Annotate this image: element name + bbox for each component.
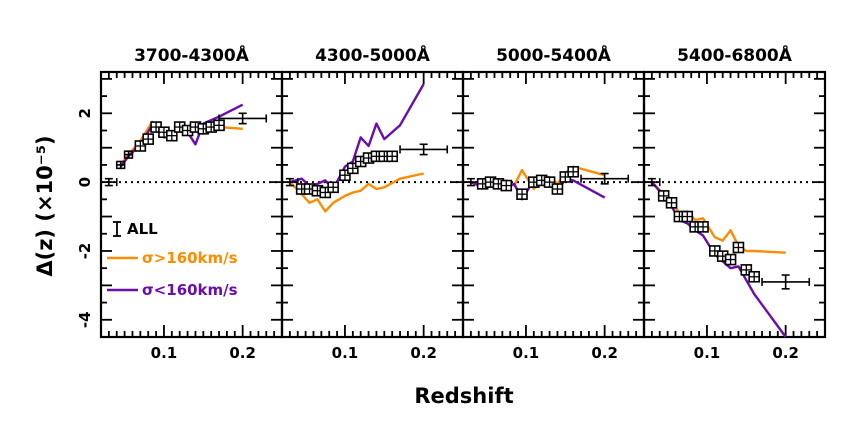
all-point — [339, 169, 351, 182]
panel-4: 5400-6800Å 0.1 0.2 — [642, 43, 827, 362]
all-point — [551, 183, 564, 195]
all-point — [347, 162, 359, 175]
errorbar-point — [580, 172, 630, 185]
errorbar-point — [761, 274, 811, 290]
errorbar-point — [123, 150, 134, 159]
y-axis-label: Δ(z) (×10⁻⁵) — [33, 135, 57, 276]
panel-title: 4300-5000Å — [315, 43, 431, 66]
legend-label: σ<160km/s — [142, 281, 238, 299]
all-point — [516, 188, 528, 200]
all-point — [665, 196, 678, 209]
legend-entry-low-sigma: σ<160km/s — [107, 281, 238, 299]
all-point — [166, 129, 178, 142]
all-point — [697, 221, 709, 233]
all-point — [386, 150, 398, 163]
x-tick-label: 0.1 — [694, 344, 721, 362]
panel-3: 5000-5400Å 0.1 0.2 — [461, 43, 646, 362]
x-tick-label: 0.1 — [332, 344, 359, 362]
all-point — [500, 179, 513, 192]
all-point — [657, 190, 670, 202]
legend-entry-all: ALL — [113, 220, 158, 238]
y-tick-label: -4 — [76, 311, 94, 328]
x-tick-label: 0.2 — [229, 344, 256, 362]
panel-2: 4300-5000Å 0.1 0.2 — [280, 43, 465, 362]
all-point — [142, 133, 155, 145]
legend-entry-high-sigma: σ>160km/s — [107, 249, 238, 267]
errorbar-point — [100, 177, 118, 187]
all-point — [134, 140, 147, 152]
x-tick-label: 0.1 — [151, 344, 178, 362]
errorbar-point — [115, 160, 126, 170]
all-point — [327, 181, 339, 194]
x-tick-label: 0.2 — [410, 344, 437, 362]
legend: ALL σ>160km/s σ<160km/s — [107, 220, 238, 299]
errorbar-point — [218, 112, 268, 125]
high-sigma-line — [289, 172, 424, 213]
panel-frame — [280, 70, 465, 339]
all-point — [543, 176, 556, 188]
all-point — [740, 264, 753, 276]
legend-label: σ>160km/s — [142, 249, 238, 267]
all-point — [732, 241, 745, 254]
x-tick-label: 0.2 — [591, 344, 618, 362]
x-tick-label: 0.2 — [772, 344, 799, 362]
legend-label-all: ALL — [127, 220, 158, 238]
panel-1: 3700-4300Å 0.1 0.2 -4 -2 0 2 — [76, 43, 284, 362]
y-tick-label: -2 — [76, 243, 94, 260]
panel-frame — [461, 70, 646, 339]
all-point — [681, 210, 694, 223]
all-point — [724, 253, 737, 266]
all-point — [748, 270, 760, 283]
all-point — [213, 119, 225, 132]
panel-title: 5400-6800Å — [677, 43, 793, 66]
errorbar-point — [399, 143, 449, 156]
x-axis-label: Redshift — [414, 384, 513, 408]
all-point — [567, 166, 579, 178]
high-sigma-line — [651, 181, 786, 254]
panel-frame — [642, 70, 827, 339]
errorbar-point — [643, 177, 661, 187]
low-sigma-line — [119, 103, 244, 168]
panel-title: 5000-5400Å — [496, 43, 612, 66]
y-tick-label: 0 — [76, 177, 94, 187]
y-tick-label: 2 — [76, 108, 94, 118]
panel-title: 3700-4300Å — [134, 43, 250, 66]
x-tick-label: 0.1 — [513, 344, 540, 362]
